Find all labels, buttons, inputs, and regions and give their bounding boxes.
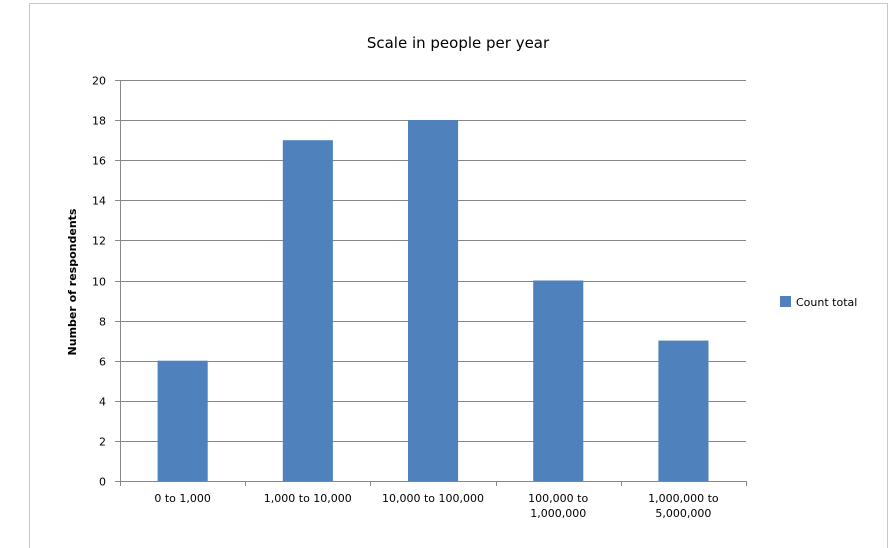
x-tick-label: 100,000 to: [528, 492, 588, 505]
bar: [282, 140, 333, 481]
bar: [533, 280, 584, 481]
y-tick-label: 12: [92, 235, 106, 248]
x-tick-label: 1,000 to 10,000: [264, 492, 352, 505]
y-tick-label: 8: [99, 316, 106, 329]
legend: Count total: [780, 296, 857, 309]
y-tick-label: 20: [92, 75, 106, 88]
y-tick-label: 14: [92, 195, 106, 208]
y-tick-label: 18: [92, 115, 106, 128]
legend-swatch: [780, 296, 791, 307]
x-tick-label: 1,000,000 to: [648, 492, 719, 505]
y-tick-label: 2: [99, 436, 106, 449]
x-tick-label: 0 to 1,000: [154, 492, 211, 505]
legend-label: Count total: [796, 296, 857, 309]
y-tick-label: 6: [99, 356, 106, 369]
y-tick-label: 10: [92, 276, 106, 289]
bar: [658, 340, 709, 481]
tick-labels: 0 2 4 6 8 10 12 14 16 18 20 0 to 1,000 1,000 to 10,0…: [92, 75, 719, 521]
x-tick-label: 5,000,000: [655, 507, 711, 520]
y-axis-title: Number of respondents: [66, 208, 79, 355]
y-tick-label: 0: [99, 476, 106, 489]
bar: [408, 120, 459, 481]
y-tick-label: 16: [92, 155, 106, 168]
bars: [157, 120, 709, 481]
axes: [115, 80, 747, 486]
x-tick-label: 10,000 to 100,000: [382, 492, 484, 505]
bar: [157, 360, 208, 481]
y-tick-label: 4: [99, 396, 106, 409]
chart-title: Scale in people per year: [367, 34, 550, 52]
x-tick-label: 1,000,000: [530, 507, 586, 520]
